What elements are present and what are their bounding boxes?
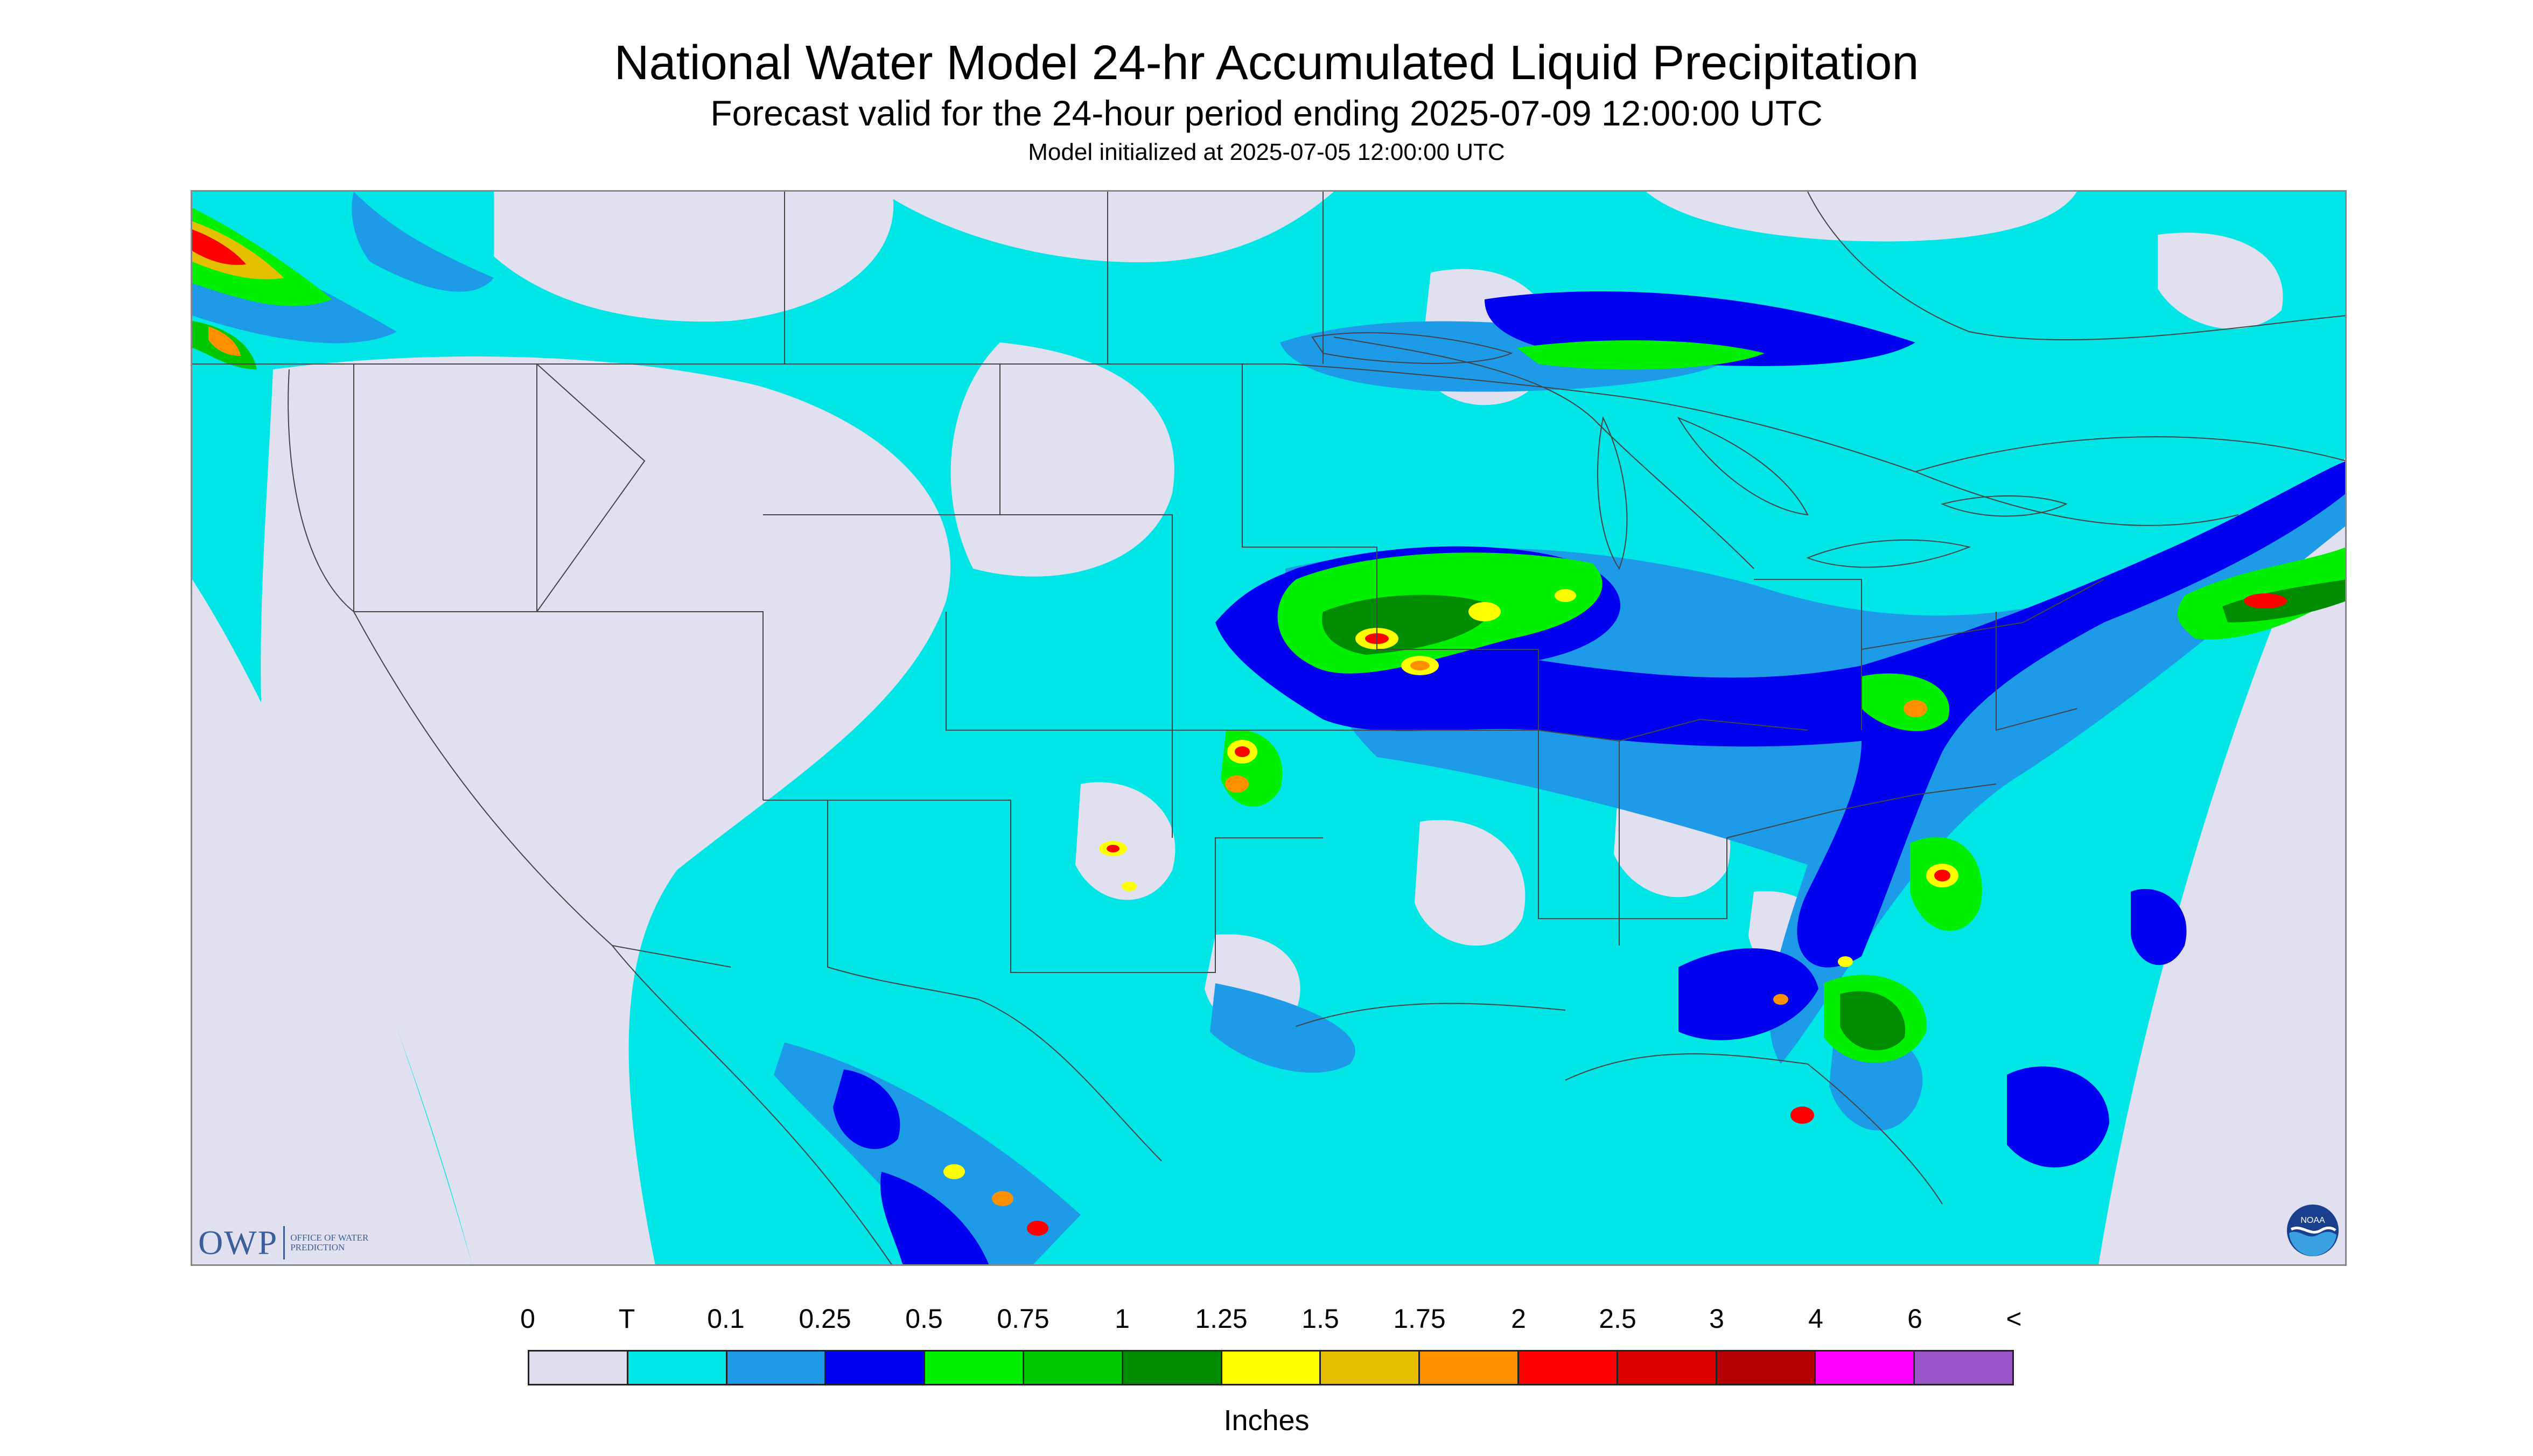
legend-swatch [727, 1352, 827, 1384]
legend-tick-label: T [618, 1304, 635, 1334]
precipitation-map [191, 190, 2347, 1266]
legend-tick-label: 0.25 [799, 1304, 851, 1334]
owp-logo-mark: OWP [198, 1223, 278, 1262]
legend-tick-label: 1.75 [1393, 1304, 1446, 1334]
legend-tick-label: 3 [1709, 1304, 1724, 1334]
great-lakes [1311, 332, 2068, 570]
map-subtitle: Forecast valid for the 24-hour period en… [710, 93, 1823, 133]
legend-swatch [628, 1352, 727, 1384]
legend-swatch [529, 1352, 628, 1384]
boundary-lines [192, 192, 2345, 1264]
legend-swatch [1321, 1352, 1421, 1384]
legend-tick-label: 6 [1907, 1304, 1922, 1334]
legend-swatch [1519, 1352, 1618, 1384]
legend-swatch [1618, 1352, 1717, 1384]
legend-tick-label: 1.25 [1195, 1304, 1248, 1334]
legend-tick-label: 0.1 [707, 1304, 745, 1334]
map-title: National Water Model 24-hr Accumulated L… [614, 36, 1919, 90]
legend-tick-label: 2.5 [1599, 1304, 1636, 1334]
legend-swatch [826, 1352, 926, 1384]
legend-swatch [1024, 1352, 1123, 1384]
owp-logo-text: OFFICE OF WATER PREDICTION [290, 1233, 369, 1252]
legend-tick-label: 1.5 [1302, 1304, 1339, 1334]
legend-units: Inches [1223, 1404, 1310, 1437]
legend-swatch [1123, 1352, 1222, 1384]
legend-swatch [1420, 1352, 1519, 1384]
legend-tick-label: 2 [1511, 1304, 1526, 1334]
owp-logo-divider [283, 1226, 285, 1259]
dry-regions [261, 192, 2283, 1264]
legend-labels: 0 T 0.1 0.25 0.5 0.75 1 1.25 1.5 1.75 2 2.5 3 4 6 < [520, 1303, 2022, 1335]
legend-tick-label: 4 [1808, 1304, 1823, 1334]
noaa-logo: NOAA [2287, 1205, 2339, 1256]
noaa-logo-text: NOAA [2300, 1216, 2325, 1225]
legend-tick-label: < [2006, 1304, 2022, 1334]
precip-heavy-cores [943, 589, 2287, 1236]
legend-swatch [1816, 1352, 1915, 1384]
owp-logo: OWP OFFICE OF WATER PREDICTION [198, 1221, 376, 1264]
legend-color-bar [528, 1350, 2014, 1385]
precipitation-map-canvas [192, 192, 2345, 1264]
legend-swatch [1717, 1352, 1816, 1384]
legend-swatch [1222, 1352, 1321, 1384]
legend-tick-label: 0.5 [905, 1304, 943, 1334]
legend-tick-label: 1 [1115, 1304, 1130, 1334]
precip-pacific-nw [192, 208, 332, 369]
legend-tick-label: 0 [520, 1304, 535, 1334]
legend-swatch [925, 1352, 1024, 1384]
model-init-note: Model initialized at 2025-07-05 12:00:00… [1028, 139, 1505, 165]
legend-tick-label: 0.75 [997, 1304, 1049, 1334]
legend-swatch [1915, 1352, 2012, 1384]
